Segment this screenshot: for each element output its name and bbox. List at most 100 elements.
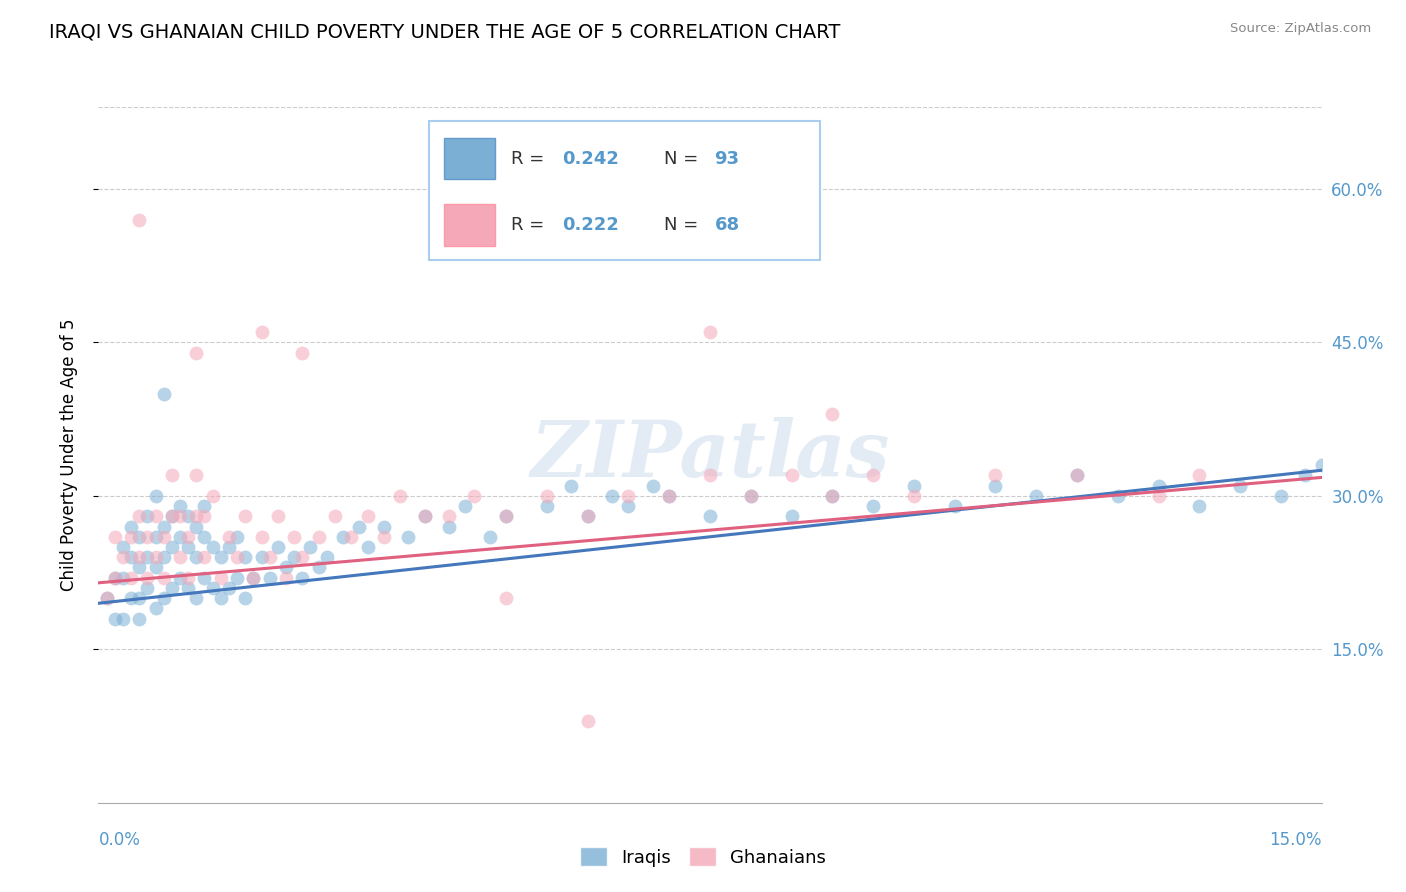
Point [209,571,232,585]
Point [193,499,215,513]
Point [193,550,215,565]
Point [152,591,174,606]
Point [111,571,134,585]
Text: Source: ZipAtlas.com: Source: ZipAtlas.com [1230,22,1371,36]
Point [169,530,191,544]
Point [299,540,322,554]
Point [145,489,167,503]
Point [356,509,378,524]
Point [1310,458,1333,472]
Point [315,550,337,565]
Point [600,489,623,503]
Point [177,540,200,554]
Point [536,489,558,503]
Point [111,612,134,626]
Point [145,509,167,524]
Y-axis label: Child Poverty Under the Age of 5: Child Poverty Under the Age of 5 [59,318,77,591]
Point [128,212,150,227]
Point [437,509,460,524]
Point [160,581,183,595]
Point [169,499,191,513]
Legend: Iraqis, Ghanaians: Iraqis, Ghanaians [572,840,834,874]
Point [821,489,844,503]
Point [576,509,599,524]
Point [308,560,330,574]
Point [136,571,159,585]
Point [413,509,436,524]
Point [233,591,256,606]
Point [128,591,150,606]
Point [274,560,297,574]
Point [1294,468,1316,483]
Point [454,499,477,513]
Point [1188,499,1211,513]
Point [160,540,183,554]
Point [283,550,305,565]
Point [740,489,762,503]
Point [780,468,803,483]
Point [201,581,224,595]
Point [128,560,150,574]
Point [145,550,167,565]
Point [862,468,884,483]
Point [104,571,127,585]
Point [943,499,966,513]
Point [259,550,281,565]
Point [323,509,346,524]
Point [152,386,174,401]
Point [821,489,844,503]
Point [1066,468,1088,483]
Text: 15.0%: 15.0% [1270,831,1322,849]
Point [226,571,249,585]
Point [536,499,558,513]
Point [226,530,249,544]
Point [250,550,273,565]
Point [780,509,803,524]
Point [463,489,485,503]
Point [984,478,1007,492]
Point [160,509,183,524]
Point [576,714,599,728]
Point [177,530,200,544]
Point [274,571,297,585]
Point [495,509,517,524]
Point [226,550,249,565]
Point [186,550,208,565]
Point [560,478,582,492]
Point [169,571,191,585]
Point [96,591,118,606]
Point [152,530,174,544]
Point [111,540,134,554]
Point [218,530,240,544]
Point [136,550,159,565]
Point [233,509,256,524]
Point [356,540,378,554]
Point [120,571,142,585]
Point [177,581,200,595]
Text: ZIPatlas: ZIPatlas [530,417,890,493]
Point [104,571,127,585]
Point [242,571,264,585]
Point [177,571,200,585]
Point [373,530,395,544]
Point [478,530,501,544]
Point [617,489,640,503]
Point [1270,489,1292,503]
Point [267,540,290,554]
Point [136,509,159,524]
Point [209,591,232,606]
Point [136,581,159,595]
Point [186,509,208,524]
Point [120,550,142,565]
Point [160,509,183,524]
Point [136,530,159,544]
Point [1147,478,1170,492]
Point [699,325,721,339]
Point [242,571,264,585]
Point [340,530,363,544]
Point [267,509,290,524]
Point [699,509,721,524]
Point [145,530,167,544]
Point [186,591,208,606]
Point [495,591,517,606]
